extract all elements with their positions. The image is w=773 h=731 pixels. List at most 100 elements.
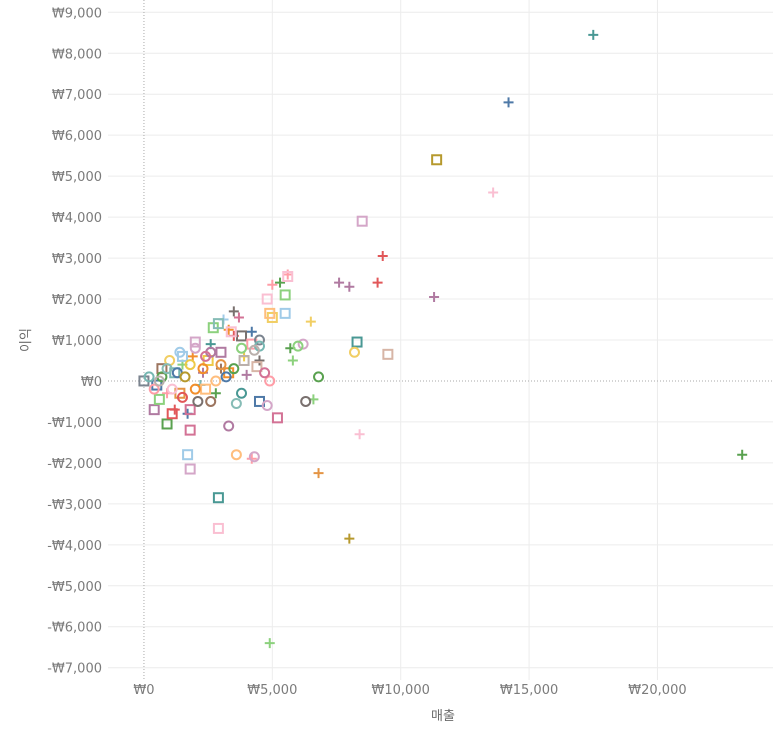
circle-marker <box>197 363 209 375</box>
circle-marker <box>313 371 325 383</box>
y-tick-label: ₩9,000 <box>52 6 102 21</box>
circle-marker <box>236 342 248 354</box>
square-marker <box>261 293 273 305</box>
plus-marker <box>228 306 239 317</box>
plus-marker <box>503 97 514 108</box>
square-marker <box>182 449 194 461</box>
square-marker <box>166 408 178 420</box>
x-tick-label: ₩10,000 <box>372 683 430 698</box>
y-tick-label: -₩6,000 <box>47 621 102 636</box>
plus-marker <box>344 533 355 544</box>
y-tick-label: -₩1,000 <box>47 416 102 431</box>
y-tick-label: -₩4,000 <box>47 539 102 554</box>
square-marker <box>271 412 283 424</box>
square-marker <box>251 361 263 373</box>
plus-marker <box>344 281 355 292</box>
plus-marker <box>334 277 345 288</box>
plus-marker <box>354 429 365 440</box>
circle-marker <box>261 400 273 412</box>
circle-marker <box>205 395 217 407</box>
y-tick-label: ₩3,000 <box>52 252 102 267</box>
circle-marker <box>264 375 276 387</box>
circle-marker <box>148 383 160 395</box>
circle-marker <box>223 420 235 432</box>
y-tick-label: -₩5,000 <box>47 580 102 595</box>
plus-marker <box>429 291 440 302</box>
circle-marker <box>153 375 165 387</box>
circle-marker <box>189 342 201 354</box>
square-marker <box>279 307 291 319</box>
square-marker <box>184 404 196 416</box>
square-marker <box>184 463 196 475</box>
circle-marker <box>292 340 304 352</box>
plus-marker <box>254 355 265 366</box>
y-tick-label: ₩0 <box>81 375 102 390</box>
square-marker <box>200 383 212 395</box>
square-marker <box>161 418 173 430</box>
plus-marker <box>488 187 499 198</box>
data-points <box>138 29 748 649</box>
square-marker <box>282 271 294 283</box>
y-tick-label: ₩2,000 <box>52 293 102 308</box>
circle-marker <box>300 395 312 407</box>
square-marker <box>215 346 227 358</box>
y-tick-label: ₩6,000 <box>52 129 102 144</box>
circle-marker <box>184 359 196 371</box>
y-tick-label: -₩2,000 <box>47 457 102 472</box>
y-tick-label: ₩8,000 <box>52 47 102 62</box>
y-axis-title: 이익 <box>19 328 34 352</box>
square-marker <box>148 404 160 416</box>
y-axis-ticks: ₩9,000 ₩8,000 ₩7,000 ₩6,000 ₩5,000 ₩4,000 ₩3,0… <box>47 6 102 676</box>
plus-marker <box>233 312 244 323</box>
circle-marker <box>259 367 271 379</box>
plus-marker <box>246 326 257 337</box>
circle-marker <box>230 449 242 461</box>
plus-marker <box>267 279 278 290</box>
circle-marker <box>166 383 178 395</box>
y-tick-label: ₩7,000 <box>52 88 102 103</box>
square-marker <box>184 424 196 436</box>
circle-marker <box>220 371 232 383</box>
plus-marker <box>372 277 383 288</box>
square-marker <box>225 326 237 338</box>
square-marker <box>153 393 165 405</box>
plus-marker <box>275 277 286 288</box>
square-marker <box>264 307 276 319</box>
square-marker <box>236 330 248 342</box>
circle-marker <box>179 371 191 383</box>
plus-marker <box>210 388 221 399</box>
square-marker <box>212 492 224 504</box>
x-tick-label: ₩5,000 <box>247 683 297 698</box>
plus-marker <box>305 316 316 327</box>
square-marker <box>279 289 291 301</box>
y-tick-label: ₩4,000 <box>52 211 102 226</box>
y-tick-label: -₩7,000 <box>47 662 102 677</box>
x-tick-label: ₩20,000 <box>628 683 686 698</box>
square-marker <box>238 354 250 366</box>
circle-marker <box>228 363 240 375</box>
circle-marker <box>174 346 186 358</box>
square-marker <box>189 336 201 348</box>
circle-marker <box>192 395 204 407</box>
plus-marker <box>377 251 388 262</box>
circle-marker <box>143 371 155 383</box>
plus-marker <box>287 355 298 366</box>
square-marker <box>382 348 394 360</box>
zero-lines <box>108 0 773 680</box>
plus-marker <box>588 29 599 40</box>
plus-marker <box>241 369 252 380</box>
y-tick-label: ₩1,000 <box>52 334 102 349</box>
grid-layer <box>108 0 773 680</box>
plus-marker <box>246 453 257 464</box>
circle-marker <box>176 391 188 403</box>
circle-marker <box>161 363 173 375</box>
y-tick-label: -₩3,000 <box>47 498 102 513</box>
circle-marker <box>189 383 201 395</box>
circle-marker <box>230 397 242 409</box>
square-marker <box>212 522 224 534</box>
circle-marker <box>210 375 222 387</box>
x-axis-title: 매출 <box>431 709 455 724</box>
plus-marker <box>264 638 275 649</box>
